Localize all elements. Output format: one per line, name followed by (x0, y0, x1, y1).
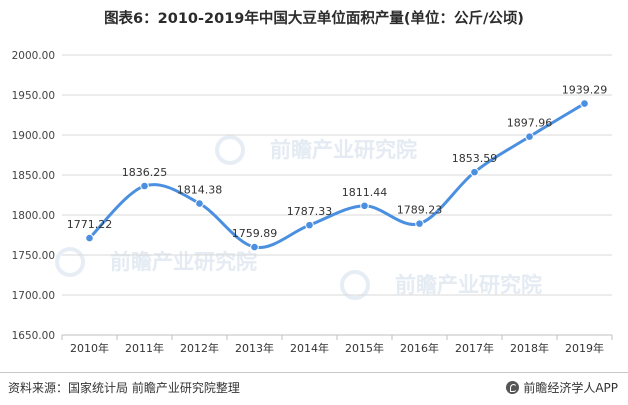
watermark-logo-icon (215, 135, 245, 165)
y-tick-label: 1700.00 (12, 290, 55, 302)
data-point (195, 199, 204, 208)
series-line (88, 102, 586, 250)
data-labels: 1771.22 1836.25 1814.38 1759.89 1787.33 1811.… (67, 84, 608, 241)
data-label: 1771.22 (67, 218, 113, 231)
x-tick-label: 2017年 (455, 341, 494, 355)
data-point (525, 132, 534, 141)
y-tick-label: 1950.00 (12, 90, 55, 102)
y-tick-label: 1750.00 (12, 250, 55, 262)
source-note: 资料来源：国家统计局 前瞻产业研究院整理 (8, 381, 240, 395)
brand-label: 前瞻经济学人APP (523, 381, 618, 395)
data-point (470, 167, 479, 177)
data-point (140, 181, 149, 191)
data-label: 1789.23 (397, 204, 443, 217)
data-label: 1759.89 (232, 227, 278, 240)
watermark-logo-icon (340, 270, 370, 300)
y-tick-label: 1650.00 (12, 330, 55, 342)
x-tick-label: 2016年 (400, 341, 439, 355)
brand-logo-icon (506, 381, 520, 394)
data-point (580, 99, 589, 108)
series-line-group (88, 102, 586, 250)
x-tick-label: 2019年 (565, 341, 604, 355)
y-tick-label: 1800.00 (12, 210, 55, 222)
brand: 前瞻经济学人APP (506, 379, 618, 396)
data-label: 1836.25 (122, 166, 168, 179)
x-tick-label: 2018年 (510, 341, 549, 355)
gridlines (62, 54, 612, 296)
data-point (360, 201, 369, 211)
x-tick-label: 2012年 (180, 341, 219, 355)
x-tick-label: 2013年 (235, 341, 274, 355)
watermark-text: 前瞻产业研究院 (110, 250, 257, 274)
y-tick-label: 1900.00 (12, 130, 55, 142)
data-point (85, 233, 94, 243)
data-label: 1939.29 (562, 84, 608, 97)
x-axis: 2010年 2011年 2012年 2013年 2014年 2015年 2016年 2017年… (61, 334, 613, 355)
data-point (415, 219, 424, 228)
x-tick-label: 2010年 (70, 341, 109, 355)
data-label: 1897.96 (507, 117, 553, 130)
x-tick-label: 2015年 (345, 341, 384, 355)
y-tick-label: 2000.00 (12, 50, 55, 62)
x-tick-label: 2011年 (125, 341, 164, 355)
footer: 资料来源：国家统计局 前瞻产业研究院整理 前瞻经济学人APP (0, 372, 628, 401)
watermark-text: 前瞻产业研究院 (270, 138, 417, 162)
data-label: 1811.44 (342, 186, 388, 199)
data-label: 1787.33 (287, 205, 333, 218)
y-axis: 1650.00 1700.00 1750.00 1800.00 1850.00 1900.… (12, 50, 55, 342)
y-tick-label: 1850.00 (12, 170, 55, 182)
data-points (85, 99, 589, 252)
x-tick-label: 2014年 (290, 341, 329, 355)
watermark-text: 前瞻产业研究院 (395, 273, 542, 297)
data-label: 1853.59 (452, 152, 498, 165)
data-label: 1814.38 (177, 183, 223, 196)
data-point (250, 242, 259, 252)
data-point (305, 220, 314, 230)
watermark-logo-icon (55, 247, 85, 277)
chart-title: 图表6：2010-2019年中国大豆单位面积产量(单位：公斤/公顷) (104, 11, 524, 27)
